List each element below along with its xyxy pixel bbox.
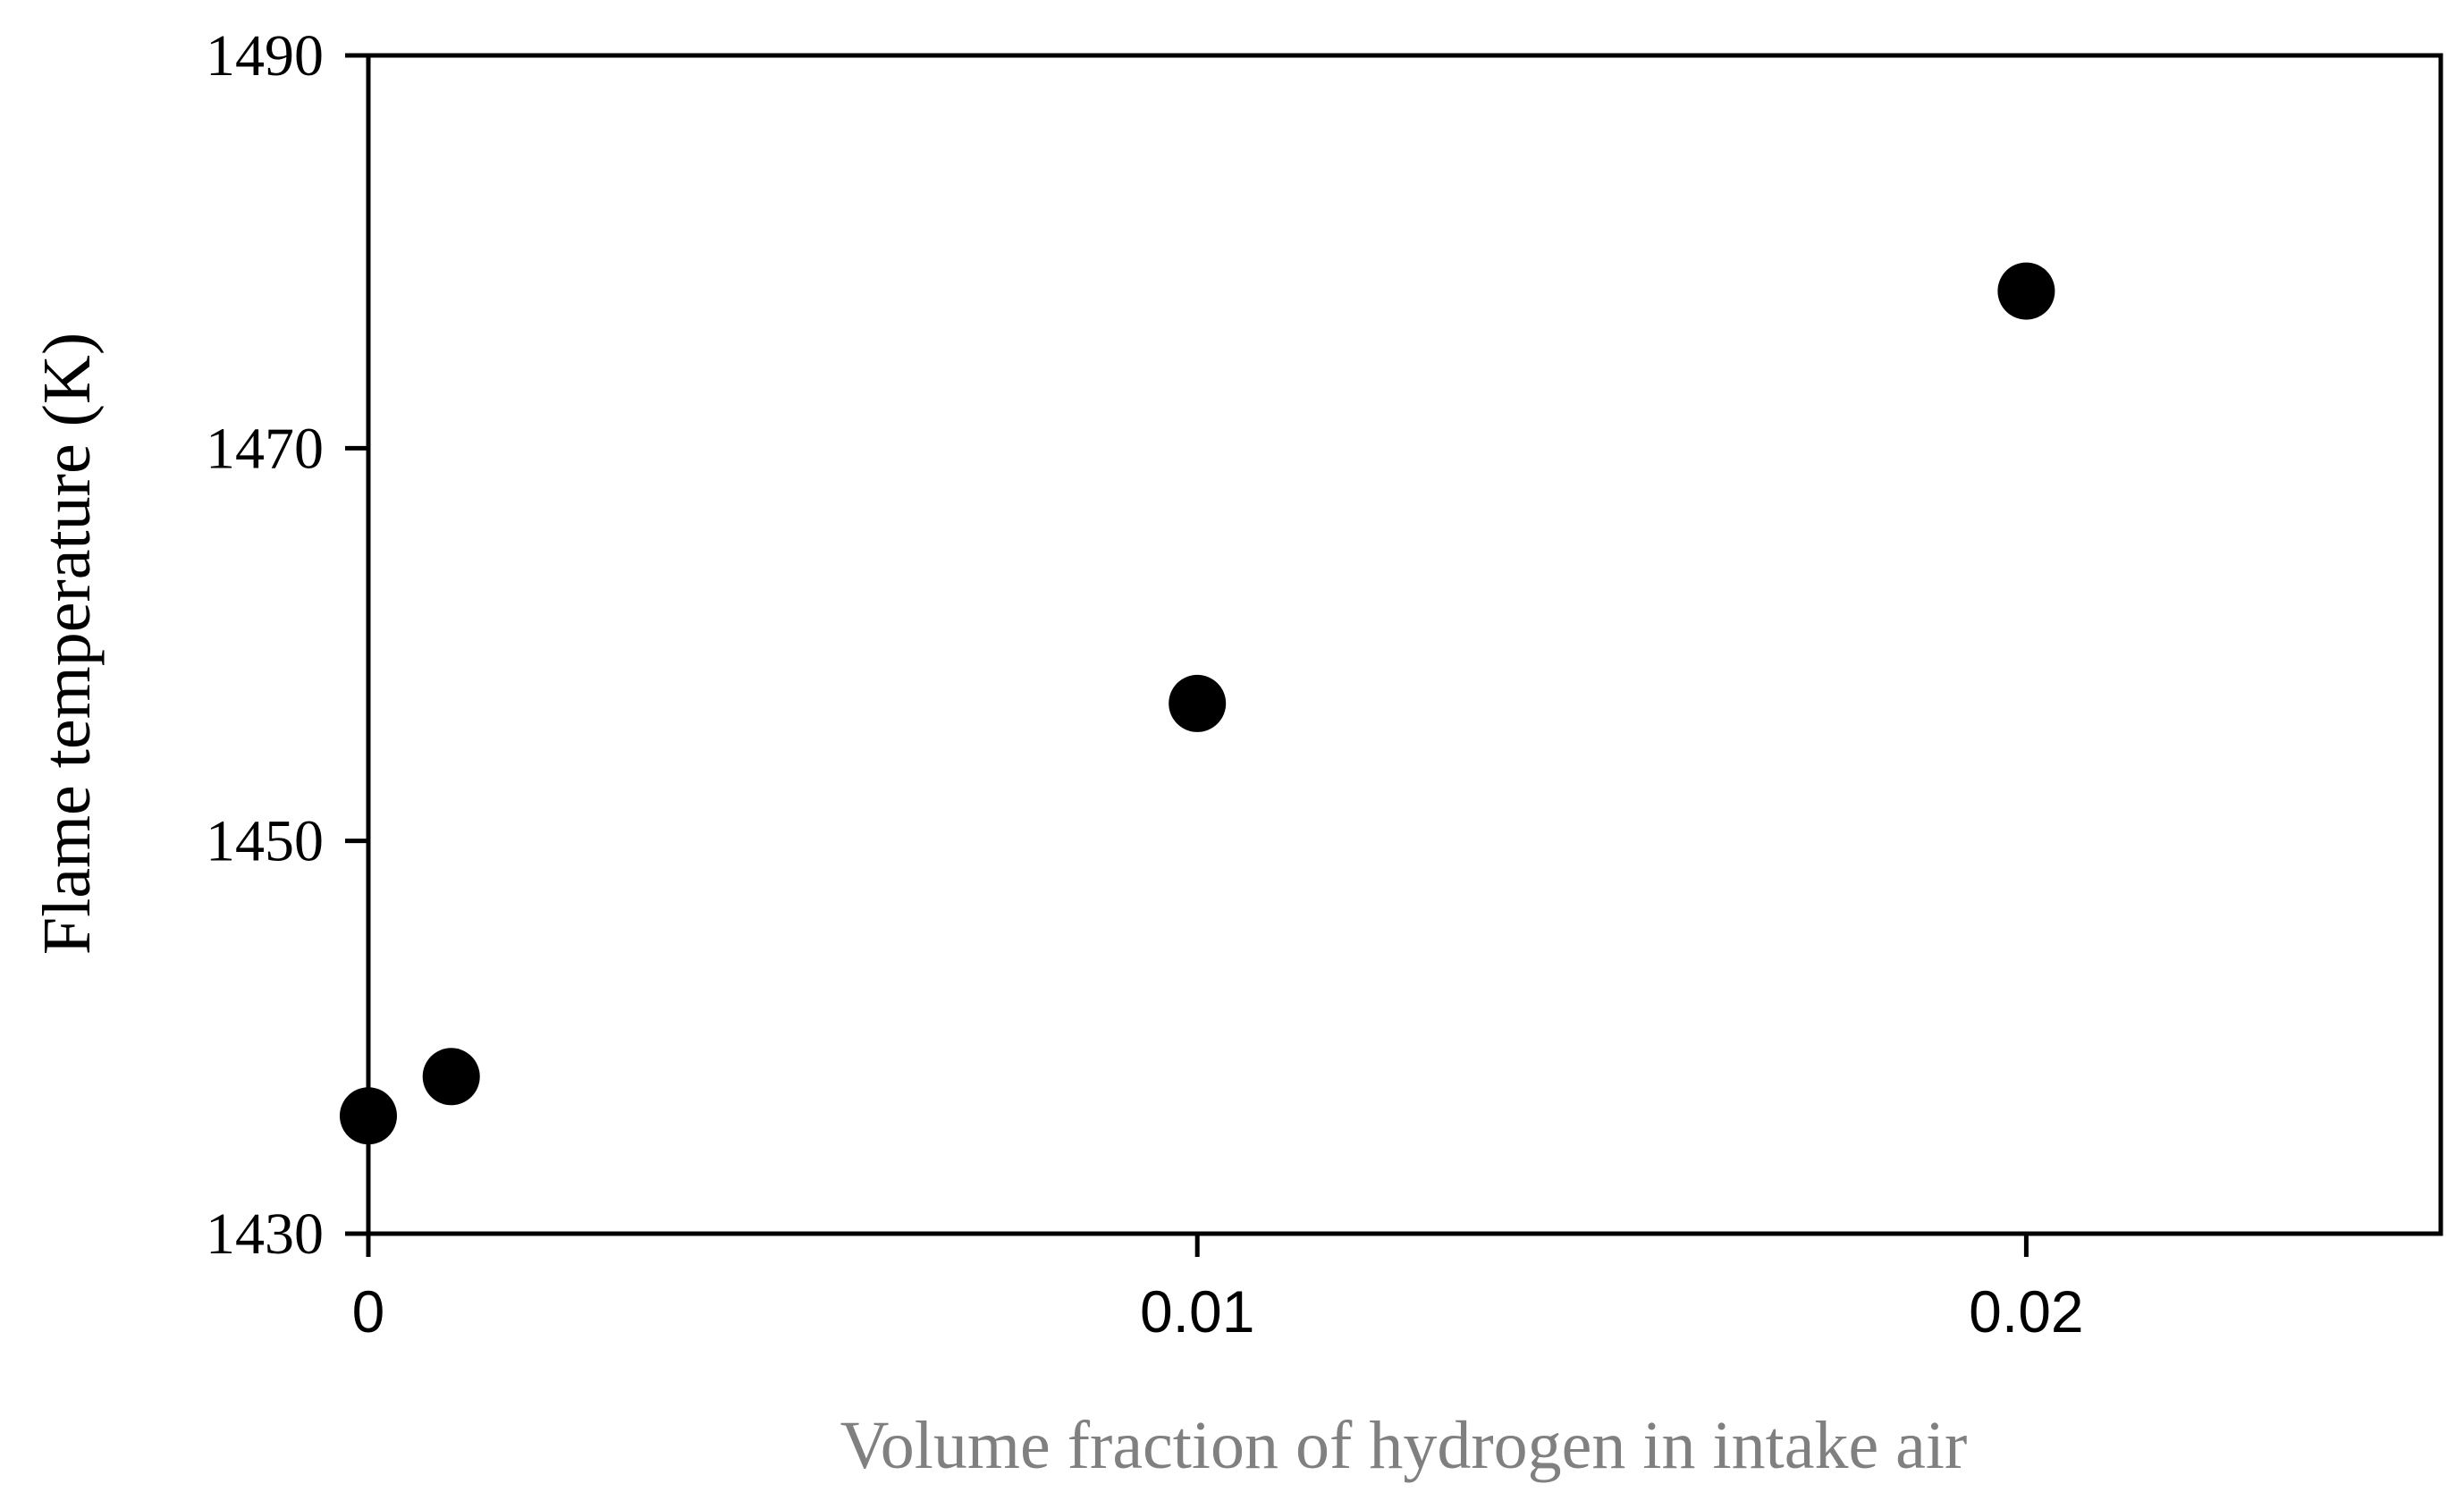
y-axis-ticks: 1430 1450 1470 1490 [206,23,368,1267]
x-axis-ticks: 0 0.01 0.02 [352,1234,2084,1345]
y-tick-label: 1490 [206,23,324,89]
y-axis-title: Flame temperature (K) [30,333,105,955]
data-points [340,262,2055,1145]
data-point [1997,262,2055,320]
y-tick-label: 1450 [206,809,324,874]
x-tick-label: 0 [352,1278,385,1345]
x-axis-title: Volume fraction of hydrogen in intake ai… [840,1408,1968,1483]
data-point [340,1087,397,1145]
x-tick-label: 0.02 [1969,1278,2083,1345]
y-tick-label: 1470 [206,416,324,481]
data-point [422,1048,480,1106]
data-point [1169,674,1227,732]
y-tick-label: 1430 [206,1201,324,1267]
plot-area-frame [366,53,2443,1236]
x-tick-label: 0.01 [1140,1278,1254,1345]
